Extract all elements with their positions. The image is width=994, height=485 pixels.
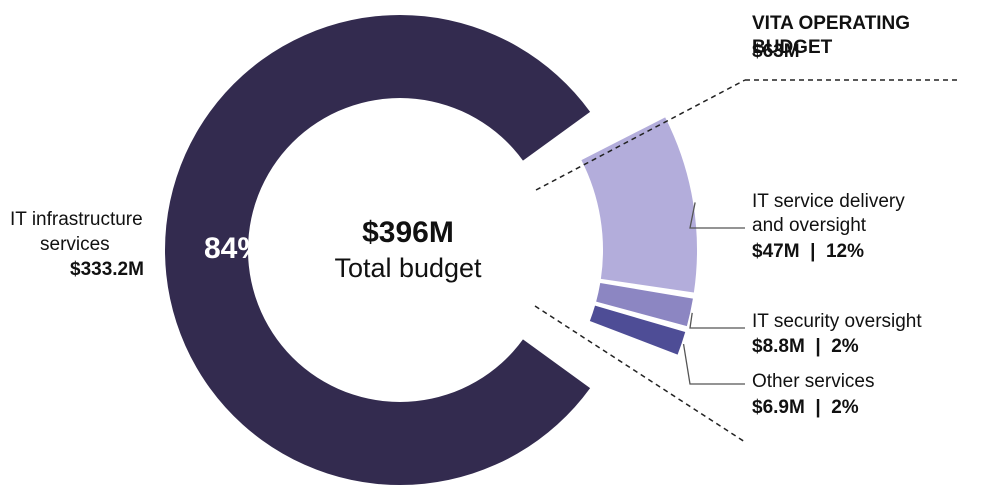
callout-dash-lower xyxy=(534,305,746,443)
leader-line-2 xyxy=(682,343,745,385)
legend-label-other: Other services xyxy=(752,371,875,392)
legend-value-service-delivery: $47M | 12% xyxy=(752,241,864,262)
total-label: Total budget xyxy=(334,253,482,283)
total-value: $396M xyxy=(362,216,454,249)
slice-infrastructure xyxy=(165,15,591,485)
legend-label-service-delivery-1: IT service delivery xyxy=(752,191,905,212)
callout-dash-upper xyxy=(535,79,746,191)
leader-line-1 xyxy=(689,312,745,329)
slice-percent-infrastructure: 84% xyxy=(204,232,265,265)
legend-value-infrastructure: $333.2M xyxy=(70,259,144,280)
legend-label-service-delivery-2: and oversight xyxy=(752,215,867,236)
slice-breakdown-2 xyxy=(589,305,686,355)
leader-line-0 xyxy=(689,202,745,229)
legend-label-infrastructure-1: IT infrastructure xyxy=(10,209,143,230)
legend-value-security: $8.8M | 2% xyxy=(752,336,859,357)
breakdown-total-value: $63M xyxy=(752,41,800,62)
legend-label-infrastructure-2: services xyxy=(40,234,110,255)
slice-breakdown-1 xyxy=(596,282,693,327)
legend-label-security: IT security oversight xyxy=(752,311,922,332)
slice-breakdown-0 xyxy=(581,117,697,293)
legend-value-other: $6.9M | 2% xyxy=(752,397,859,418)
breakdown-title: VITA OPERATING BUDGET xyxy=(752,13,910,58)
